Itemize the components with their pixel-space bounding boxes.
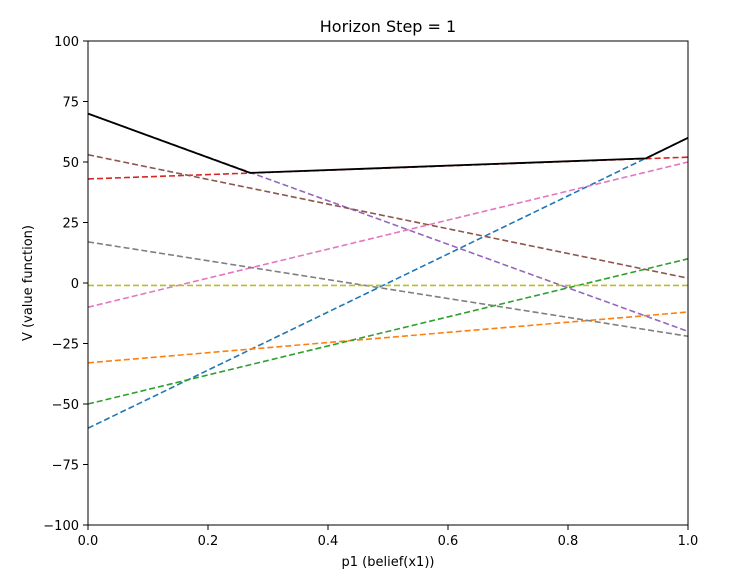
x-axis: 0.0 0.2 0.4 0.6 0.8 1.0: [78, 525, 699, 549]
y-tick-label: −50: [52, 398, 79, 413]
x-tick-label: 1.0: [678, 534, 699, 549]
x-tick-label: 0.4: [318, 534, 339, 549]
series-line-7: [87, 241, 689, 338]
y-tick-label: 50: [62, 156, 79, 171]
y-tick-label: 25: [62, 217, 79, 232]
y-axis-label: V (value function): [21, 225, 36, 341]
series-line-0: [87, 137, 689, 429]
chart-title: Horizon Step = 1: [320, 17, 456, 36]
series-line-5: [87, 153, 689, 279]
y-tick-label: −100: [43, 519, 79, 534]
series-line-4: [87, 112, 689, 333]
x-tick-label: 0.6: [438, 534, 459, 549]
x-tick-label: 0.0: [78, 534, 99, 549]
y-tick-label: −75: [52, 459, 79, 474]
series-line-1: [87, 311, 689, 364]
y-tick-label: 75: [62, 96, 79, 111]
y-tick-label: −25: [52, 338, 79, 353]
y-tick-label: 100: [54, 35, 79, 50]
x-axis-label: p1 (belief(x1)): [342, 555, 435, 570]
x-tick-label: 0.2: [198, 534, 219, 549]
series-layer: [87, 112, 689, 429]
y-tick-label: 0: [71, 277, 79, 292]
x-tick-label: 0.8: [558, 534, 579, 549]
y-axis: 100 75 50 25 0 −25 −50 −75 −100: [43, 35, 88, 534]
series-line-2: [87, 258, 689, 405]
series-line-9: [87, 112, 689, 174]
series-line-6: [87, 161, 689, 308]
